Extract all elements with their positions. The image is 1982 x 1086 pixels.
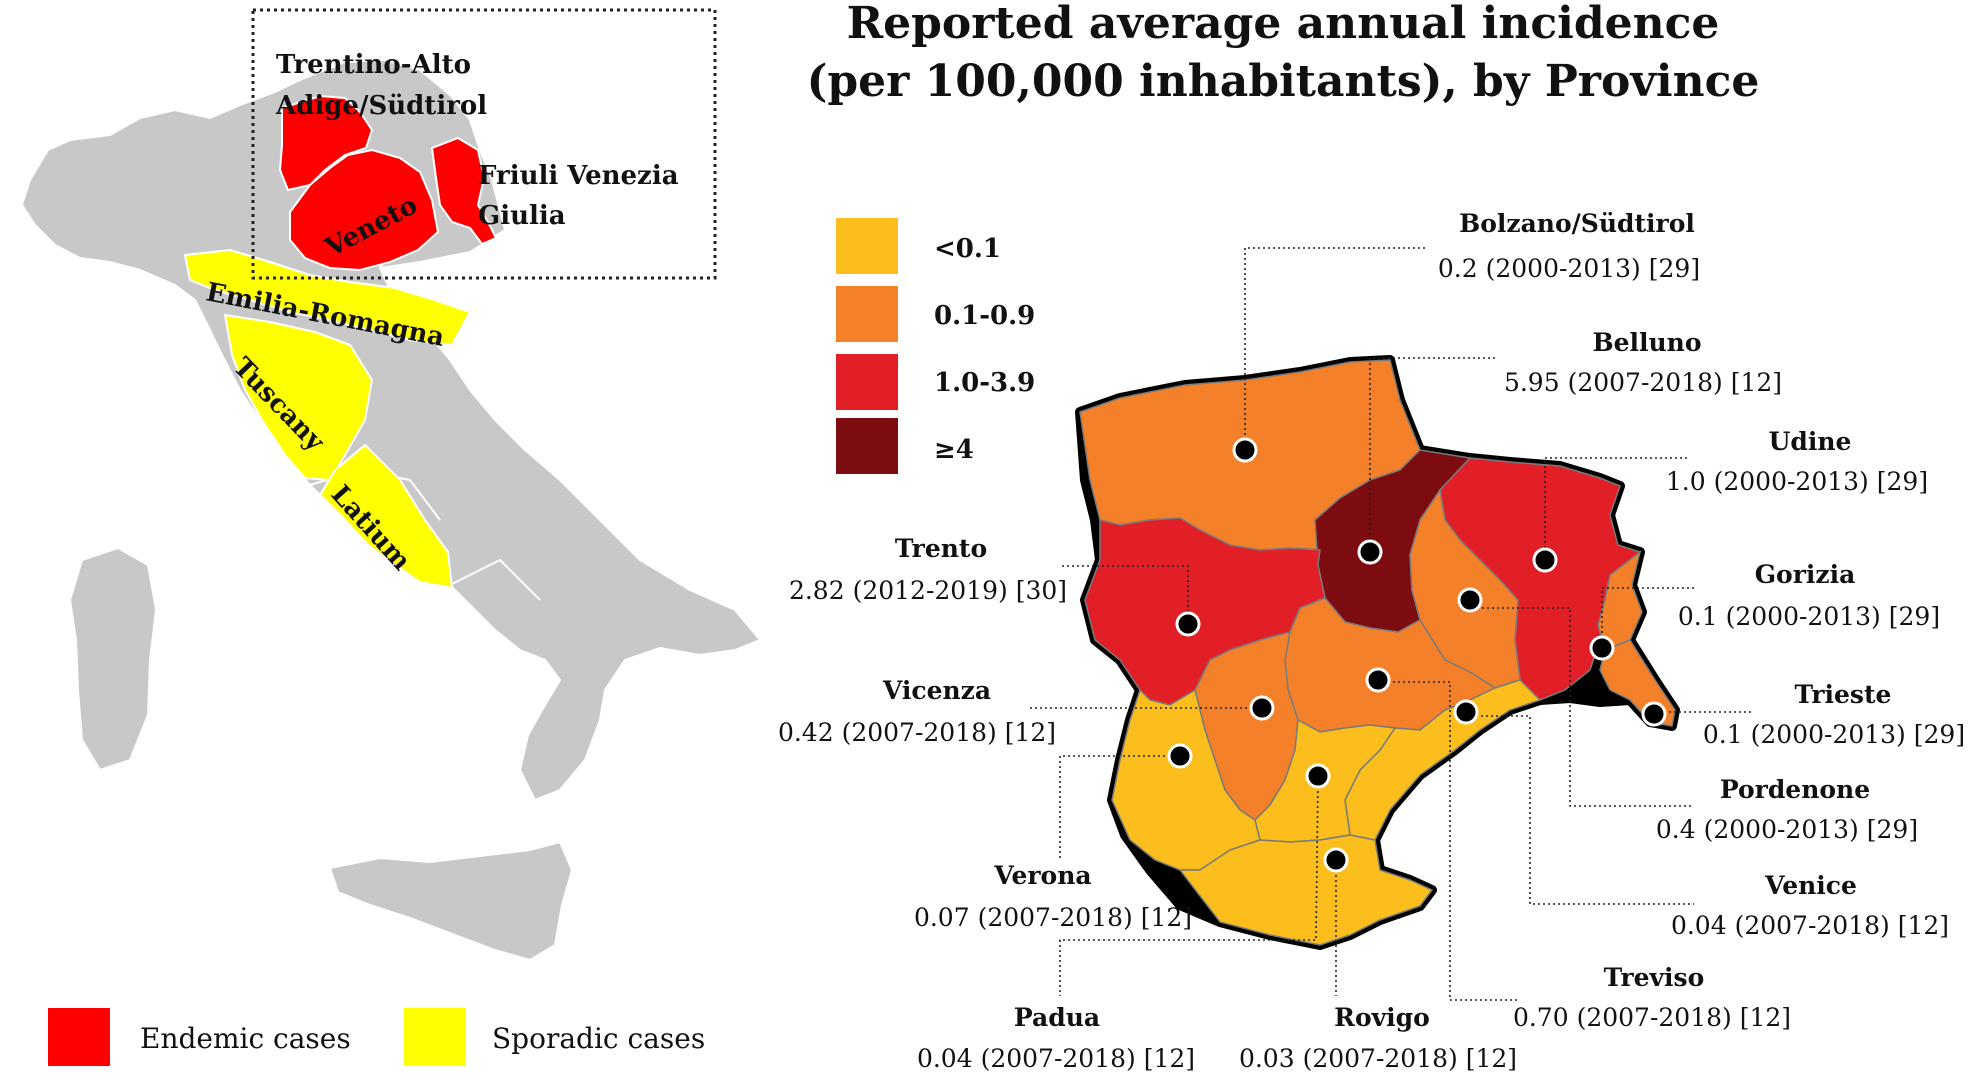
label-venice-name: Venice (1764, 871, 1857, 900)
leader-venice (1466, 715, 1694, 905)
marker-pordenone (1457, 587, 1483, 613)
sporadic-swatch (404, 1008, 466, 1066)
legend-label-lt01: <0.1 (934, 234, 1001, 264)
leader-verona (1059, 755, 1180, 860)
label-udine-value: 1.0 (2000-2013) [29] (1666, 467, 1928, 496)
label-trieste-name: Trieste (1795, 680, 1892, 709)
marker-trieste (1641, 701, 1667, 727)
chart-title-line-1: Reported average annual incidence (847, 0, 1720, 49)
region-trentino-alto-adige (278, 94, 374, 192)
region-emilia-romagna (183, 248, 472, 347)
label-pordenone-value: 0.4 (2000-2013) [29] (1656, 815, 1918, 844)
northeast-inset-box (251, 8, 717, 280)
label-belluno-value: 5.95 (2007-2018) [12] (1504, 368, 1782, 397)
legend-label-01-09: 0.1-0.9 (934, 301, 1035, 331)
label-friuli-2: Giulia (478, 201, 566, 231)
label-treviso-name: Treviso (1604, 963, 1705, 992)
label-verona-name: Verona (993, 861, 1091, 890)
province-map (1075, 355, 1680, 950)
label-rovigo-value: 0.03 (2007-2018) [12] (1239, 1044, 1517, 1073)
marker-vicenza (1249, 695, 1275, 721)
marker-gorizia (1589, 635, 1615, 661)
province-rovigo (1178, 834, 1434, 946)
label-padua-name: Padua (1014, 1003, 1100, 1032)
leader-lines (1030, 247, 1752, 1001)
legend-swatch-01-09 (836, 286, 898, 342)
province-markers (1167, 437, 1667, 873)
label-bolzano-value: 0.2 (2000-2013) [29] (1438, 254, 1700, 283)
label-padua-value: 0.04 (2007-2018) [12] (917, 1044, 1195, 1073)
label-trentino-2: Adige/Südtirol (275, 91, 487, 121)
italy-map: Trentino-Alto Adige/Südtirol Friuli Vene… (20, 8, 762, 1066)
label-trieste-value: 0.1 (2000-2013) [29] (1703, 720, 1965, 749)
marker-belluno (1357, 539, 1383, 565)
label-rovigo-name: Rovigo (1334, 1003, 1430, 1032)
legend-swatch-ge4 (836, 418, 898, 474)
leader-bolzano (1244, 247, 1427, 450)
incidence-legend: <0.1 0.1-0.9 1.0-3.9 ≥4 (836, 218, 1035, 474)
marker-treviso (1365, 667, 1391, 693)
marker-rovigo (1323, 847, 1349, 873)
marker-padua (1305, 763, 1331, 789)
marker-trento (1175, 611, 1201, 637)
leader-pordenone (1472, 607, 1694, 807)
label-trento-value: 2.82 (2012-2019) [30] (789, 576, 1067, 605)
label-gorizia-name: Gorizia (1755, 560, 1856, 589)
endemic-swatch (48, 1008, 110, 1066)
leader-gorizia (1601, 587, 1696, 648)
label-bolzano-name: Bolzano/Südtirol (1459, 209, 1695, 238)
label-gorizia-value: 0.1 (2000-2013) [29] (1678, 602, 1940, 631)
label-udine-name: Udine (1769, 427, 1852, 456)
label-pordenone-name: Pordenone (1720, 775, 1870, 804)
label-trento-name: Trento (895, 534, 987, 563)
leader-trento (1060, 565, 1189, 622)
chart-title-line-2: (per 100,000 inhabitants), by Province (807, 56, 1760, 107)
italy-mainland (20, 58, 762, 802)
label-vicenza-value: 0.42 (2007-2018) [12] (778, 718, 1056, 747)
sardinia-island (68, 546, 158, 772)
sporadic-label: Sporadic cases (492, 1022, 705, 1055)
label-trentino: Trentino-Alto (276, 50, 471, 80)
region-friuli-venezia-giulia (430, 136, 498, 246)
label-belluno-name: Belluno (1592, 328, 1701, 357)
legend-swatch-10-39 (836, 354, 898, 410)
label-vicenza-name: Vicenza (882, 676, 991, 705)
endemic-label: Endemic cases (140, 1022, 351, 1055)
label-venice-value: 0.04 (2007-2018) [12] (1671, 911, 1949, 940)
label-verona-value: 0.07 (2007-2018) [12] (914, 903, 1192, 932)
sicily-island (328, 840, 574, 962)
region-latium (318, 443, 454, 590)
label-friuli: Friuli Venezia (478, 161, 679, 191)
region-veneto (289, 148, 440, 272)
legend-label-10-39: 1.0-3.9 (934, 368, 1035, 398)
leader-udine (1544, 457, 1690, 558)
marker-bolzano (1232, 437, 1258, 463)
legend-label-ge4: ≥4 (934, 435, 974, 465)
province-labels: Bolzano/Südtirol 0.2 (2000-2013) [29] Be… (778, 209, 1965, 1073)
label-treviso-value: 0.70 (2007-2018) [12] (1513, 1003, 1791, 1032)
marker-udine (1532, 547, 1558, 573)
legend-swatch-lt01 (836, 218, 898, 274)
marker-verona (1167, 743, 1193, 769)
marker-venice (1453, 699, 1479, 725)
leader-treviso (1378, 681, 1520, 1001)
leader-belluno (1369, 357, 1496, 560)
